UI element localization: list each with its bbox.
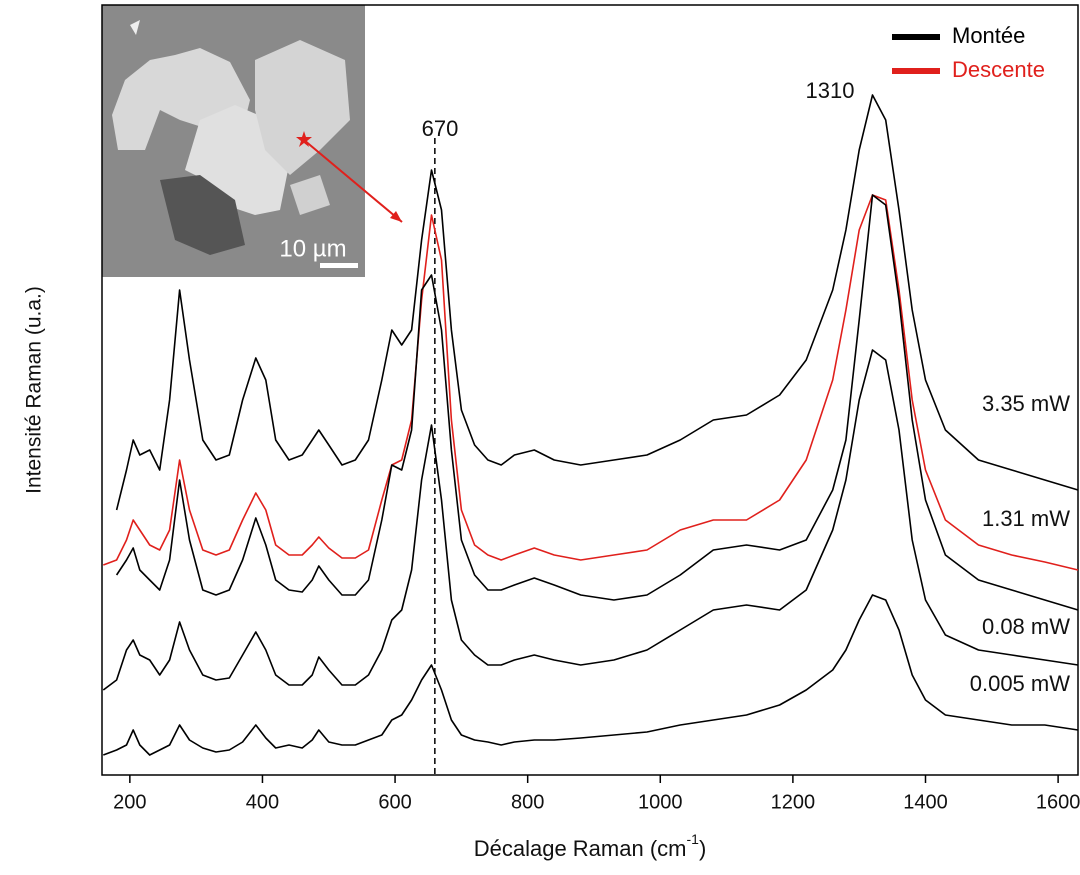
x-tick-label: 1400	[903, 791, 948, 813]
x-tick-label: 600	[378, 791, 411, 813]
y-axis-label: Intensité Raman (u.a.)	[23, 286, 46, 494]
x-axis-label-main: Décalage Raman (cm	[474, 836, 687, 861]
legend-label: Montée	[952, 23, 1025, 48]
x-axis-label-sup: -1	[686, 831, 699, 847]
inset-image	[102, 5, 403, 277]
spectrum-line	[103, 194, 1079, 571]
x-tick-label: 1600	[1036, 791, 1080, 813]
series-label: 0.005 mW	[970, 671, 1070, 696]
spectrum-line	[115, 94, 1079, 511]
legend-label: Descente	[952, 57, 1045, 82]
peak-label: 1310	[806, 78, 855, 103]
x-tick-label: 800	[511, 791, 544, 813]
x-axis-label-end: )	[699, 836, 706, 861]
spectrum-line	[103, 594, 1079, 756]
x-tick-label: 1000	[638, 791, 683, 813]
series-label: 1.31 mW	[982, 506, 1070, 531]
spectrum-line	[115, 194, 1079, 611]
inset-scale-label: 10 µm	[279, 235, 346, 262]
x-tick-label: 1200	[771, 791, 816, 813]
plot-frame	[101, 4, 1079, 776]
x-tick-label: 200	[113, 791, 146, 813]
peak-label: 670	[422, 116, 459, 141]
x-axis-label: Décalage Raman (cm-1)	[474, 831, 707, 861]
series-label: 3.35 mW	[982, 391, 1070, 416]
series-label: 0.08 mW	[982, 614, 1070, 639]
x-tick-label: 400	[246, 791, 279, 813]
spectrum-line	[102, 349, 1079, 691]
